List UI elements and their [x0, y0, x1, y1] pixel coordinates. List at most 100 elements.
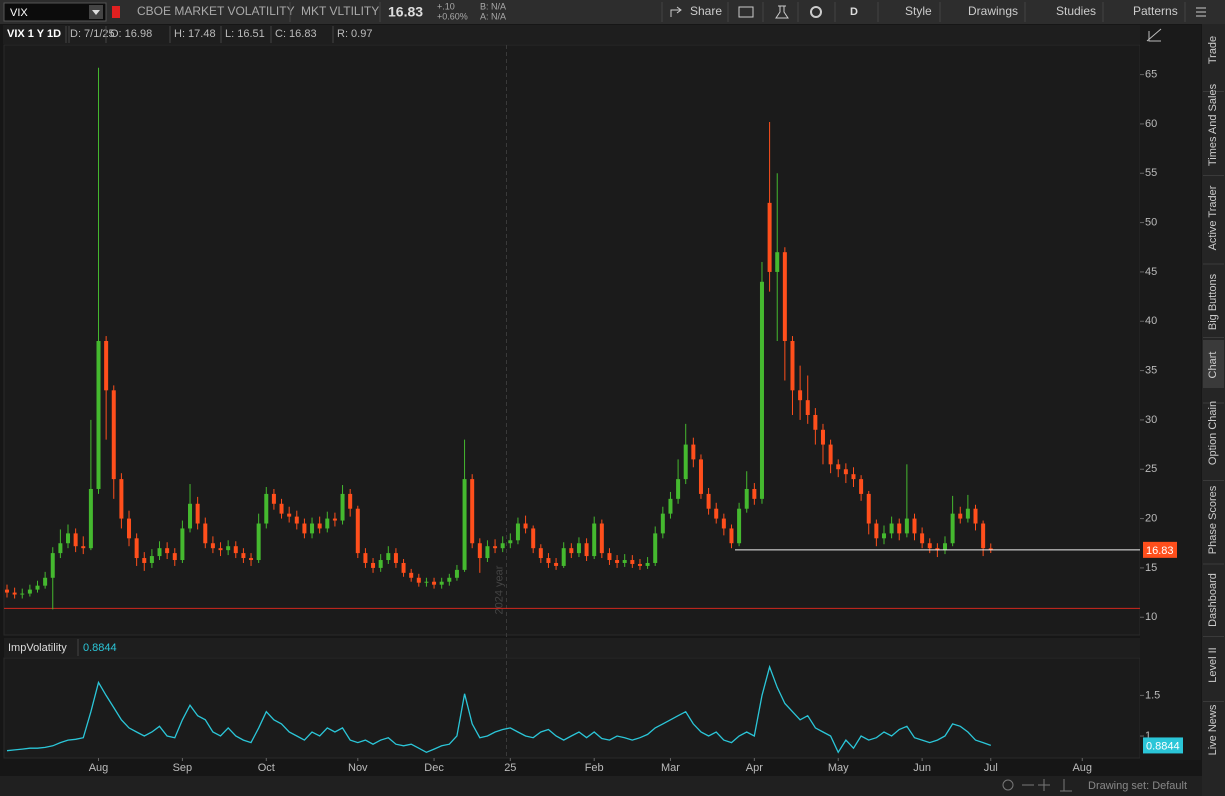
- settings-icon[interactable]: [810, 6, 822, 18]
- x-tick-label: Nov: [348, 762, 368, 774]
- candle-body: [355, 508, 360, 554]
- toolbar-button[interactable]: Drawings: [968, 4, 1018, 18]
- study-plot: [3, 657, 1141, 759]
- candle-body: [348, 493, 353, 509]
- candle-body: [58, 543, 63, 554]
- candle-body: [233, 546, 238, 554]
- sidebar-tab[interactable]: Live News: [1207, 704, 1219, 755]
- candle-body: [432, 581, 437, 585]
- candle-body: [538, 548, 543, 559]
- candle-body: [50, 553, 55, 578]
- toolbar-button[interactable]: Share: [690, 4, 722, 18]
- candle-body: [35, 585, 40, 590]
- sidebar-tab[interactable]: Level II: [1207, 647, 1219, 682]
- candle-body: [271, 493, 276, 504]
- candle-body: [729, 528, 734, 544]
- candle-body: [515, 523, 520, 541]
- sidebar-tab[interactable]: Trade: [1207, 36, 1219, 64]
- sidebar-tab[interactable]: Active Trader: [1207, 185, 1219, 250]
- symbol-box[interactable]: [3, 2, 107, 22]
- drawing-set[interactable]: Drawing set: Default: [1088, 780, 1187, 792]
- sidebar-tab[interactable]: Times And Sales: [1207, 83, 1219, 166]
- candle-body: [897, 523, 902, 534]
- candle-body: [287, 513, 292, 517]
- candle-body: [676, 479, 681, 499]
- toolbar: [0, 0, 1225, 24]
- price-plot: [3, 44, 1141, 636]
- change: +.10: [437, 1, 455, 11]
- study-value: 0.8844: [83, 642, 117, 654]
- candle-body: [409, 572, 414, 578]
- candle-body: [622, 560, 627, 563]
- sidebar-tab[interactable]: Chart: [1207, 352, 1219, 379]
- candle-body: [904, 518, 909, 534]
- candle-body: [81, 546, 86, 549]
- zoom-icon[interactable]: [1002, 779, 1014, 791]
- candle-body: [820, 429, 825, 445]
- toolbar-button[interactable]: D: [850, 6, 858, 18]
- flask-icon[interactable]: [775, 5, 789, 19]
- candle-body: [744, 488, 749, 509]
- x-tick-label: Jun: [913, 762, 931, 774]
- x-tick-label: Apr: [746, 762, 763, 774]
- sidebar-tab[interactable]: Phase Scores: [1207, 485, 1219, 554]
- axis-icon[interactable]: [1146, 28, 1162, 42]
- x-tick-label: Aug: [1072, 762, 1092, 774]
- candle-body: [958, 513, 963, 519]
- sidebar-tab[interactable]: Option Chain: [1207, 401, 1219, 465]
- toolbar-button[interactable]: Studies: [1056, 4, 1096, 18]
- candle-body: [20, 593, 25, 595]
- candle-body: [981, 523, 986, 549]
- candle-body: [88, 488, 93, 549]
- candle-body: [340, 493, 345, 521]
- candle-body: [691, 444, 696, 460]
- header-field: R: 0.97: [337, 28, 372, 40]
- sidebar-tab[interactable]: Big Buttons: [1207, 273, 1219, 330]
- symbol[interactable]: VIX: [10, 7, 28, 19]
- candle-body: [73, 533, 78, 547]
- menu-icon[interactable]: [1196, 7, 1206, 17]
- y-tick-label: 30: [1145, 414, 1157, 426]
- sidebar: [1202, 24, 1225, 796]
- candle-body: [576, 543, 581, 554]
- candle-body: [142, 558, 147, 563]
- candle-body: [752, 488, 757, 499]
- candle-body: [454, 569, 459, 578]
- toolbar-button[interactable]: Patterns: [1133, 4, 1178, 18]
- candle-body: [256, 523, 261, 561]
- sidebar-tab[interactable]: Dashboard: [1207, 573, 1219, 627]
- active-tab: [1203, 340, 1224, 388]
- study-name: ImpVolatility: [8, 642, 67, 654]
- y-tick-label: 60: [1145, 118, 1157, 130]
- toolbar-button[interactable]: Style: [905, 4, 932, 18]
- candle-body: [111, 390, 116, 480]
- y-tick-label: 35: [1145, 364, 1157, 376]
- snapshot-icon[interactable]: [738, 6, 754, 18]
- candle-body: [96, 340, 101, 489]
- study-bubble: [1143, 737, 1183, 754]
- candle-body: [416, 577, 421, 583]
- candle-body: [630, 560, 635, 564]
- candle-body: [828, 444, 833, 465]
- candle-body: [805, 400, 810, 415]
- candle-body: [523, 523, 528, 529]
- candle-body: [920, 533, 925, 544]
- bid: B: N/A: [480, 1, 506, 11]
- candle-body: [393, 553, 398, 563]
- last-price: 16.83: [388, 4, 423, 20]
- candle-body: [714, 508, 719, 519]
- candle-body: [637, 563, 642, 566]
- link-flag[interactable]: [112, 6, 120, 18]
- candle-body: [592, 523, 597, 557]
- candle-body: [721, 518, 726, 529]
- y-tick-label: 20: [1145, 512, 1157, 524]
- candle-body: [889, 523, 894, 534]
- candle-body: [5, 589, 9, 593]
- candle-body: [172, 553, 177, 561]
- candle-body: [653, 533, 658, 563]
- candle-body: [325, 518, 330, 529]
- zoom-controls[interactable]: [1022, 779, 1072, 792]
- candle-body: [119, 479, 124, 519]
- candle-body: [447, 577, 452, 582]
- candle-body: [645, 562, 650, 566]
